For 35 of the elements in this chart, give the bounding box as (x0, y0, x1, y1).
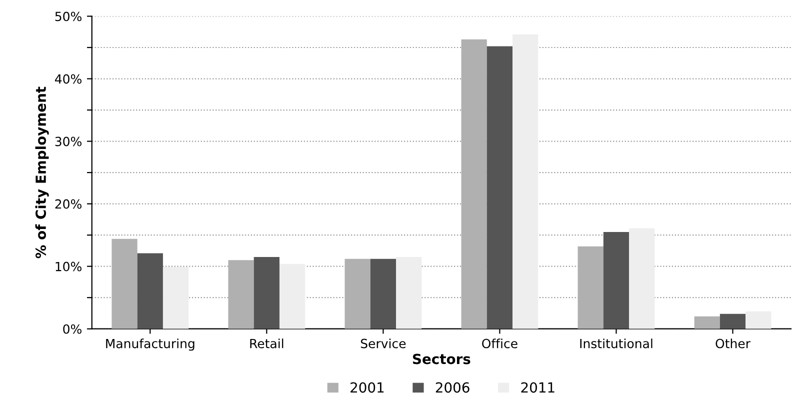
y-tick-label: 10% (56, 262, 82, 272)
bar (512, 34, 538, 329)
x-tick-label: Institutional (580, 338, 652, 348)
x-tick-label: Office (482, 338, 518, 348)
bar (486, 46, 513, 329)
y-tick-label: 50% (55, 12, 82, 22)
y-tick-label: 0% (63, 324, 82, 334)
bar (461, 39, 487, 329)
legend-label: 2001 (350, 382, 384, 393)
y-tick-label: 20% (55, 199, 82, 209)
legend-label: 2006 (436, 382, 470, 393)
bar (370, 258, 396, 329)
bar (603, 232, 630, 329)
bar (578, 246, 604, 329)
bar (162, 266, 189, 329)
x-axis-title: Sectors (412, 354, 470, 364)
bar (694, 316, 720, 329)
bar (137, 253, 163, 329)
bar (396, 256, 422, 329)
bar (629, 228, 655, 329)
y-axis-title: % of City Employment (35, 86, 49, 258)
bar (344, 258, 370, 329)
y-tick-label: 40% (54, 74, 82, 84)
x-tick-label: Manufacturing (106, 338, 194, 351)
x-tick-label: Retail (250, 338, 284, 348)
bar (279, 264, 306, 329)
bar (720, 314, 746, 329)
y-tick-label: 30% (55, 136, 82, 146)
bar (228, 260, 254, 329)
bar (112, 238, 138, 329)
bar (254, 256, 280, 329)
x-tick-label: Other (716, 338, 750, 348)
legend-label: 2011 (521, 382, 554, 393)
x-tick-label: Service (360, 338, 406, 348)
bar (746, 311, 772, 329)
